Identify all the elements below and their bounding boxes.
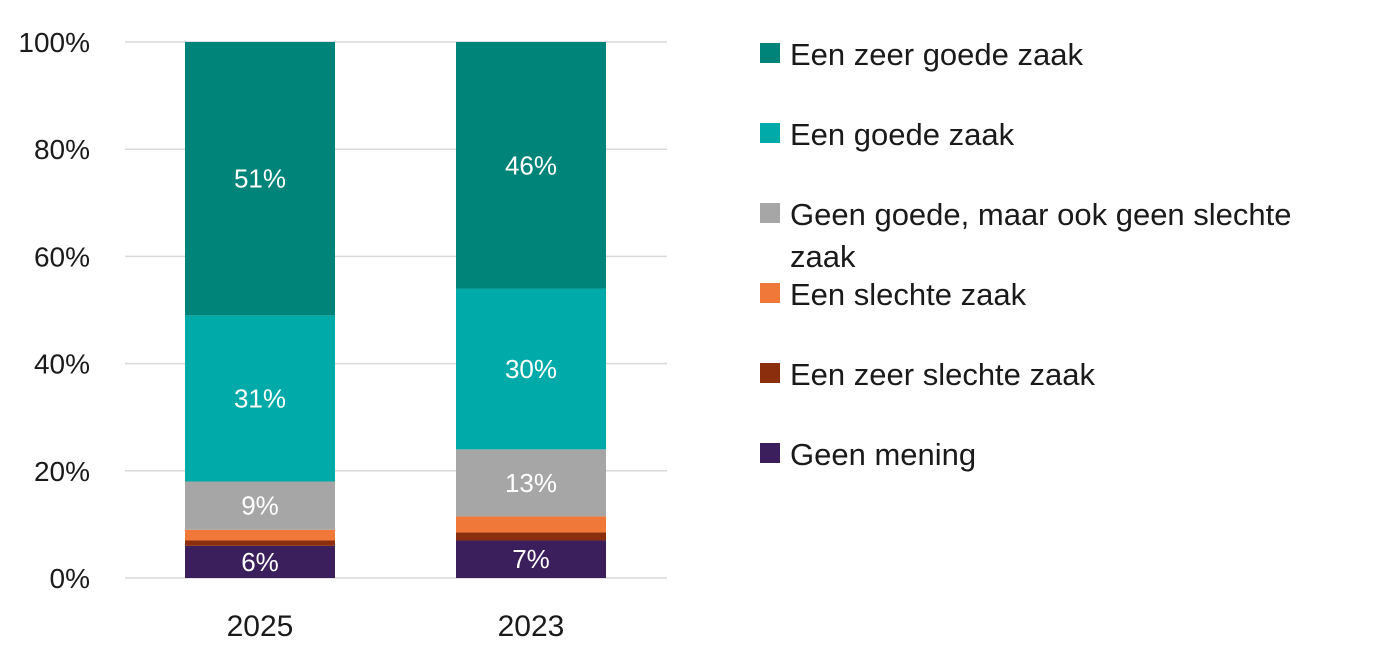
bars: 6% 9% 31% 51% 7% 13% 30% 46% <box>185 42 606 578</box>
y-tick-label: 40% <box>34 349 90 380</box>
data-label: 7% <box>512 544 550 574</box>
legend-swatch <box>760 203 780 223</box>
stacked-bar-chart: 0% 20% 40% 60% 80% 100% 6% 9% 31% 51% 7% 13% 30% 46%… <box>18 27 667 643</box>
legend-item-goede: Een goede zaak <box>760 114 1360 156</box>
legend-swatch <box>760 43 780 63</box>
bar-segment <box>185 42 335 316</box>
bar-segment <box>185 545 335 578</box>
y-tick-label: 100% <box>18 27 90 58</box>
legend-swatch <box>760 123 780 143</box>
y-tick-label: 20% <box>34 456 90 487</box>
y-tick-label: 60% <box>34 241 90 272</box>
y-tick-label: 0% <box>50 563 90 594</box>
legend-swatch <box>760 363 780 383</box>
data-label: 46% <box>505 150 557 180</box>
legend-item-slechte: Een slechte zaak <box>760 274 1360 316</box>
data-label: 51% <box>234 164 286 194</box>
bar-segment <box>185 529 335 541</box>
legend-item-zeer-goede: Een zeer goede zaak <box>760 34 1360 76</box>
legend-label: Geen goede, maar ook geen slechte zaak <box>790 197 1292 274</box>
legend-label: Een zeer goede zaak <box>790 37 1083 72</box>
bar-segment <box>456 449 606 517</box>
legend-label: Een zeer slechte zaak <box>790 357 1096 392</box>
legend-item-geen-mening: Geen mening <box>760 434 1360 476</box>
legend-swatch <box>760 283 780 303</box>
legend-item-neutraal: Geen goede, maar ook geen slechte zaak <box>760 194 1360 278</box>
legend-label: Een goede zaak <box>790 117 1015 152</box>
data-label: 31% <box>234 383 286 413</box>
bar-segment <box>185 540 335 546</box>
bar-segment <box>456 42 606 289</box>
legend-label: Geen mening <box>790 437 977 472</box>
legend-item-zeer-slechte: Een zeer slechte zaak <box>760 354 1360 396</box>
bar-segment <box>456 288 606 450</box>
bar-segment <box>185 481 335 530</box>
bar-segment <box>456 532 606 541</box>
data-label: 30% <box>505 354 557 384</box>
x-axis-categories: 2025 2023 <box>227 610 565 643</box>
data-label: 6% <box>241 547 279 577</box>
bar-segment <box>456 516 606 533</box>
data-label: 9% <box>241 491 279 521</box>
x-category-label: 2023 <box>498 610 565 643</box>
legend-swatch <box>760 443 780 463</box>
bar-segment <box>185 315 335 482</box>
bar-segment <box>456 540 606 578</box>
x-category-label: 2025 <box>227 610 294 643</box>
data-label: 13% <box>505 468 557 498</box>
y-tick-label: 80% <box>34 134 90 165</box>
y-axis-ticks: 0% 20% 40% 60% 80% 100% <box>18 27 90 594</box>
legend-label: Een slechte zaak <box>790 277 1027 312</box>
